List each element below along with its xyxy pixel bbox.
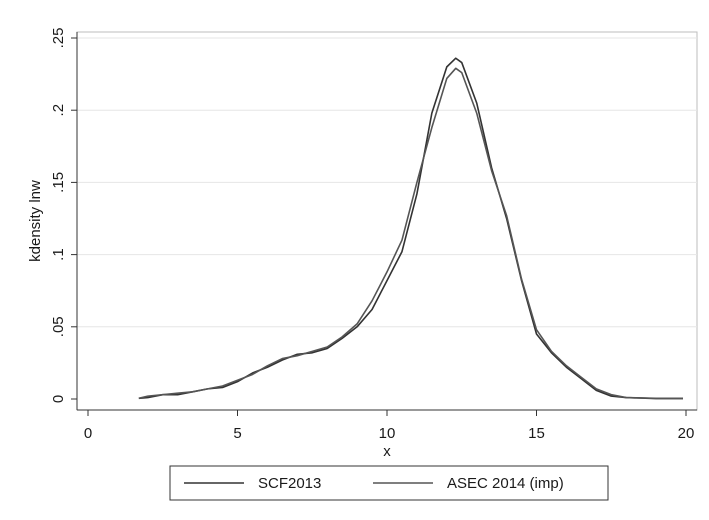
y-tick-label: .15 [50, 172, 67, 193]
plot-frame [76, 31, 698, 411]
y-tick-label: .25 [50, 28, 67, 49]
y-axis-title: kdensity lnw [27, 180, 44, 262]
y-tick-label: .2 [50, 104, 67, 117]
legend-label: ASEC 2014 (imp) [447, 475, 564, 492]
x-tick-label: 5 [233, 425, 241, 442]
legend-label: SCF2013 [258, 475, 321, 492]
series-line-2 [138, 67, 684, 400]
x-tick-label: 15 [528, 425, 545, 442]
y-tick-label: .05 [50, 316, 67, 337]
series-line-1 [138, 57, 684, 400]
y-tick-label: 0 [50, 395, 67, 403]
legend: SCF2013 ASEC 2014 (imp) [169, 465, 609, 501]
y-tick-label: .1 [50, 248, 67, 261]
x-tick-label: 20 [678, 425, 695, 442]
x-axis-title: x [383, 443, 391, 460]
x-tick-label: 0 [84, 425, 92, 442]
x-tick-label: 10 [379, 425, 396, 442]
plot-area: 0 .05 .1 .15 .2 .25 0 5 10 15 20 [50, 28, 698, 442]
